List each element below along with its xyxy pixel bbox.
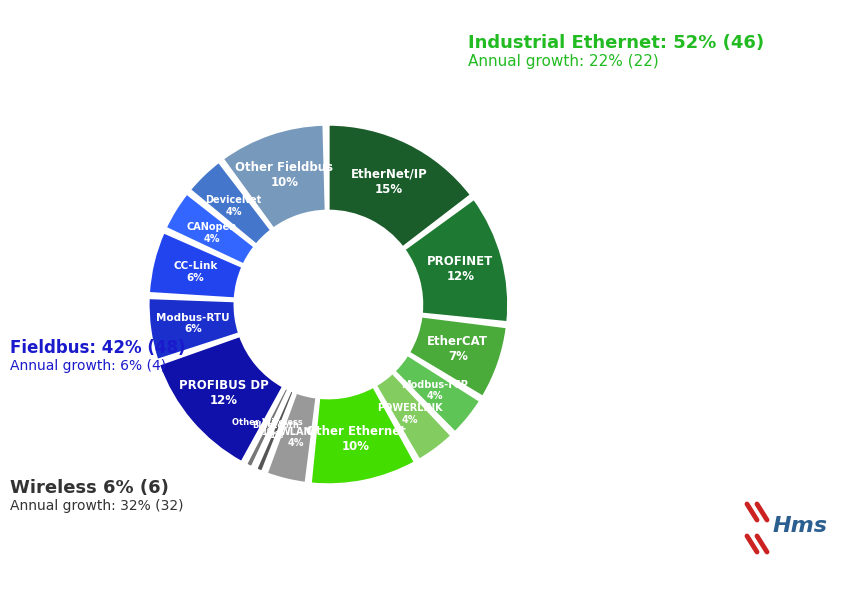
Text: Modbus-RTU
6%: Modbus-RTU 6% xyxy=(156,312,230,334)
Text: PROFIBUS DP
12%: PROFIBUS DP 12% xyxy=(179,379,269,407)
Text: Modbus-TCP
4%: Modbus-TCP 4% xyxy=(402,379,468,401)
Wedge shape xyxy=(222,125,326,229)
Text: PROFINET
12%: PROFINET 12% xyxy=(427,255,493,283)
Text: POWERLINK
4%: POWERLINK 4% xyxy=(377,403,443,425)
Wedge shape xyxy=(311,387,415,485)
Wedge shape xyxy=(404,199,509,322)
Text: Annual growth: 22% (22): Annual growth: 22% (22) xyxy=(468,54,658,69)
Text: DeviceNet
4%: DeviceNet 4% xyxy=(205,195,262,217)
Text: Annual growth: 6% (4): Annual growth: 6% (4) xyxy=(10,359,166,373)
Text: Annual growth: 32% (32): Annual growth: 32% (32) xyxy=(10,499,184,513)
Wedge shape xyxy=(256,390,294,472)
Text: EtherCAT
7%: EtherCAT 7% xyxy=(427,335,488,363)
Wedge shape xyxy=(189,161,271,245)
Text: Hms: Hms xyxy=(773,516,828,536)
Text: Other Fieldbus
10%: Other Fieldbus 10% xyxy=(236,161,333,189)
Text: EtherNet/IP
15%: EtherNet/IP 15% xyxy=(350,168,427,196)
Text: WLAN
4%: WLAN 4% xyxy=(280,427,312,448)
Wedge shape xyxy=(376,373,451,460)
Wedge shape xyxy=(166,194,255,265)
Wedge shape xyxy=(246,388,289,467)
Wedge shape xyxy=(408,316,507,397)
Text: CANopen
4%: CANopen 4% xyxy=(187,222,237,244)
Text: Fieldbus: 42% (48): Fieldbus: 42% (48) xyxy=(10,339,185,357)
Text: Other Ethernet
10%: Other Ethernet 10% xyxy=(306,424,406,452)
Wedge shape xyxy=(394,354,481,432)
Text: Bluetooth
1%: Bluetooth 1% xyxy=(253,421,299,440)
Wedge shape xyxy=(158,336,283,462)
Wedge shape xyxy=(328,124,472,247)
Text: Other Wireless
1%: Other Wireless 1% xyxy=(232,418,303,437)
Wedge shape xyxy=(149,232,242,298)
Text: Wireless 6% (6): Wireless 6% (6) xyxy=(10,479,169,497)
Wedge shape xyxy=(148,298,239,360)
Text: CC-Link
6%: CC-Link 6% xyxy=(173,261,217,283)
Text: Industrial Ethernet: 52% (46): Industrial Ethernet: 52% (46) xyxy=(468,34,765,52)
Wedge shape xyxy=(267,392,317,483)
